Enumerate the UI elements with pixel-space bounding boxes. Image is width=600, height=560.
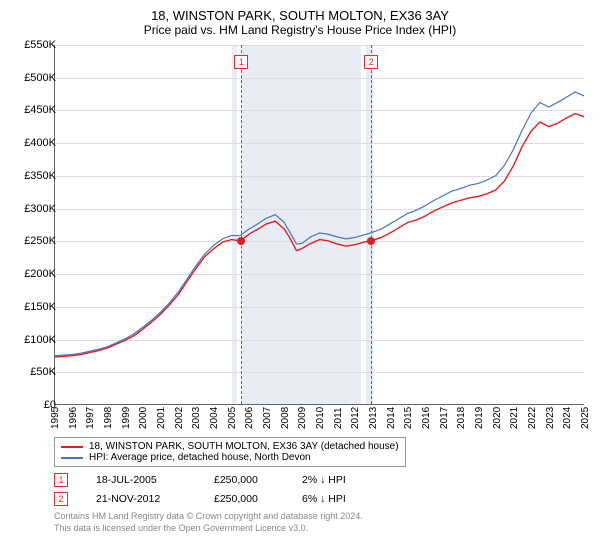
y-tick-label: £250K	[24, 235, 56, 247]
sale-diff: 2% ↓ HPI	[302, 474, 346, 486]
footer-attribution: Contains HM Land Registry data © Crown c…	[54, 511, 588, 534]
sales-table: 1 18-JUL-2005 £250,000 2% ↓ HPI 2 21-NOV-2012…	[54, 473, 588, 506]
sale-row: 1 18-JUL-2005 £250,000 2% ↓ HPI	[54, 473, 588, 487]
x-tick-label: 1999	[121, 407, 132, 429]
x-tick-label: 2012	[350, 407, 361, 429]
x-tick-label: 2007	[262, 407, 273, 429]
sale-price: £250,000	[214, 474, 274, 486]
legend: 18, WINSTON PARK, SOUTH MOLTON, EX36 3AY…	[54, 437, 406, 467]
y-tick-label: £500K	[24, 72, 56, 84]
x-tick-label: 1998	[103, 407, 114, 429]
x-tick-label: 2024	[562, 407, 573, 429]
legend-item: HPI: Average price, detached house, Nort…	[61, 452, 399, 463]
x-tick-label: 2018	[456, 407, 467, 429]
footer-line-1: Contains HM Land Registry data © Crown c…	[54, 511, 588, 523]
x-tick-label: 2001	[156, 407, 167, 429]
y-tick-label: £150K	[24, 301, 56, 313]
chart-area: 12 £0£50K£100K£150K£200K£250K£300K£350K£…	[12, 45, 588, 435]
x-tick-label: 2004	[209, 407, 220, 429]
x-tick-label: 2016	[421, 407, 432, 429]
x-tick-label: 1997	[85, 407, 96, 429]
sale-date: 18-JUL-2005	[96, 474, 186, 486]
x-tick-label: 1995	[50, 407, 61, 429]
line-series	[55, 45, 584, 404]
x-tick-label: 2000	[138, 407, 149, 429]
chart-marker-box: 1	[234, 55, 248, 69]
sale-diff: 6% ↓ HPI	[302, 493, 346, 505]
sale-row: 2 21-NOV-2012 £250,000 6% ↓ HPI	[54, 492, 588, 506]
y-tick-label: £50K	[30, 366, 56, 378]
x-tick-label: 2017	[439, 407, 450, 429]
legend-label: HPI: Average price, detached house, Nort…	[89, 452, 311, 463]
x-tick-label: 2011	[333, 407, 344, 429]
legend-label: 18, WINSTON PARK, SOUTH MOLTON, EX36 3AY…	[89, 441, 399, 452]
x-tick-label: 2013	[368, 407, 379, 429]
x-tick-label: 2008	[280, 407, 291, 429]
footer-line-2: This data is licensed under the Open Gov…	[54, 523, 588, 535]
y-tick-label: £100K	[24, 334, 56, 346]
plot-region: 12	[54, 45, 584, 405]
x-tick-label: 2019	[474, 407, 485, 429]
y-tick-label: £300K	[24, 203, 56, 215]
y-tick-label: £450K	[24, 104, 56, 116]
chart-container: 18, WINSTON PARK, SOUTH MOLTON, EX36 3AY…	[0, 0, 600, 560]
x-tick-label: 2014	[386, 407, 397, 429]
legend-swatch	[61, 457, 83, 459]
x-tick-label: 2021	[509, 407, 520, 429]
x-tick-label: 2009	[297, 407, 308, 429]
sale-marker-box: 1	[54, 473, 68, 487]
y-tick-label: £400K	[24, 137, 56, 149]
sale-marker-box: 2	[54, 492, 68, 506]
x-tick-label: 2010	[315, 407, 326, 429]
legend-item: 18, WINSTON PARK, SOUTH MOLTON, EX36 3AY…	[61, 441, 399, 452]
x-tick-label: 2003	[191, 407, 202, 429]
sale-date: 21-NOV-2012	[96, 493, 186, 505]
x-tick-label: 2020	[492, 407, 503, 429]
x-tick-label: 2022	[527, 407, 538, 429]
chart-marker-dot	[237, 237, 245, 245]
series-property	[55, 114, 584, 358]
chart-marker-dot	[367, 237, 375, 245]
chart-title: 18, WINSTON PARK, SOUTH MOLTON, EX36 3AY	[12, 8, 588, 23]
x-tick-label: 2002	[174, 407, 185, 429]
legend-swatch	[61, 446, 83, 448]
y-tick-label: £200K	[24, 268, 56, 280]
sale-price: £250,000	[214, 493, 274, 505]
chart-subtitle: Price paid vs. HM Land Registry's House …	[12, 23, 588, 37]
x-tick-label: 2005	[227, 407, 238, 429]
x-tick-label: 2006	[244, 407, 255, 429]
x-tick-label: 2015	[403, 407, 414, 429]
series-hpi	[55, 92, 584, 356]
x-tick-label: 1996	[68, 407, 79, 429]
y-tick-label: £550K	[24, 39, 56, 51]
x-tick-label: 2023	[545, 407, 556, 429]
y-tick-label: £350K	[24, 170, 56, 182]
chart-marker-box: 2	[364, 55, 378, 69]
x-axis-labels: 1995199619971998199920002001200220032004…	[54, 405, 584, 435]
x-tick-label: 2025	[580, 407, 591, 429]
